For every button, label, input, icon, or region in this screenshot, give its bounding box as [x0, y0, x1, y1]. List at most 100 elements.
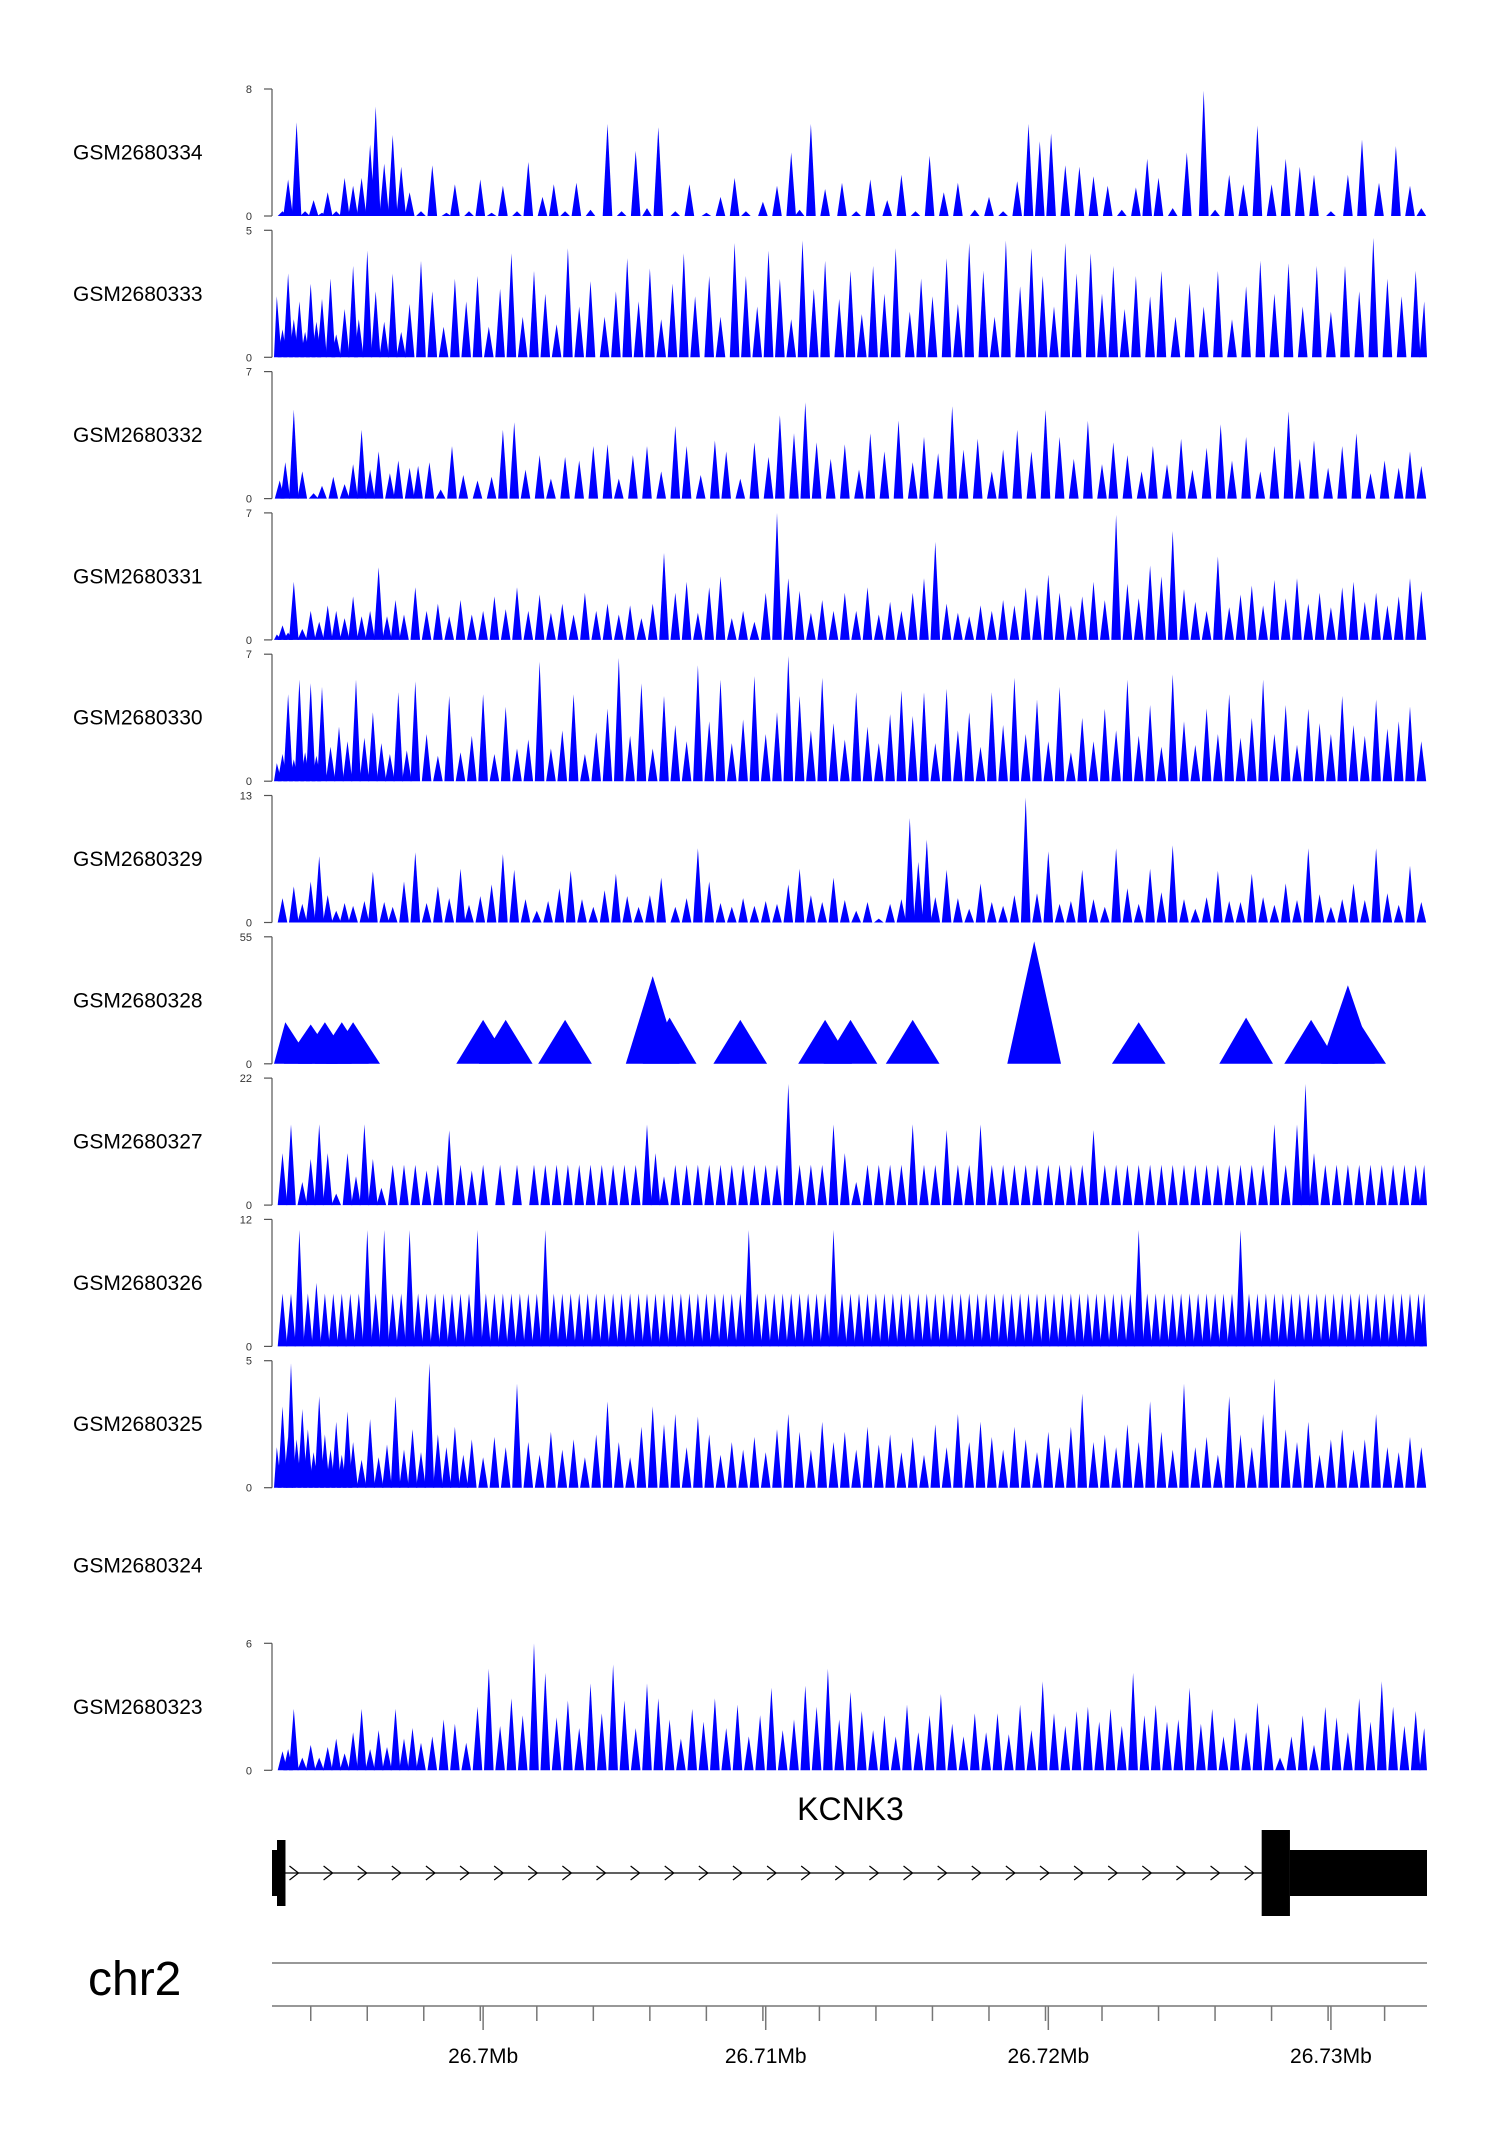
coverage-peak — [1258, 1414, 1268, 1488]
coverage-peak — [1405, 451, 1415, 499]
coverage-peak — [1006, 1293, 1017, 1347]
coverage-peak — [1405, 865, 1415, 923]
coverage-peak — [647, 748, 658, 782]
coverage-peak — [715, 903, 726, 923]
coverage-peak — [1077, 596, 1087, 640]
coverage-peak — [735, 1293, 746, 1347]
coverage-peak — [1125, 1293, 1136, 1347]
coverage-peak — [1286, 1736, 1297, 1771]
coverage-peak — [992, 1713, 1003, 1771]
coverage-peak — [602, 1401, 613, 1488]
coverage-peak — [1201, 610, 1212, 640]
coverage-peak — [1173, 1719, 1184, 1771]
coverage-peak — [783, 884, 794, 923]
coverage-peak — [681, 581, 692, 640]
coverage-peak — [540, 1672, 551, 1771]
coverage-peak — [693, 665, 703, 782]
coverage-peak — [964, 1164, 974, 1206]
coverage-peak — [337, 1293, 347, 1347]
coverage-peak — [399, 1164, 409, 1206]
coverage-peak — [390, 600, 401, 640]
coverage-peak — [1255, 260, 1266, 358]
coverage-peak — [1035, 141, 1045, 216]
coverage-peak — [837, 1293, 847, 1347]
coverage-peak — [498, 1293, 508, 1347]
coverage-peak — [783, 578, 794, 640]
coverage-peak — [1284, 1019, 1338, 1064]
coverage-peak — [297, 471, 308, 499]
strand-arrow — [527, 1865, 539, 1881]
coverage-peak — [308, 200, 319, 216]
coverage-peak — [947, 1293, 957, 1347]
coverage-peak — [630, 1164, 641, 1206]
coverage-peak — [1020, 587, 1031, 640]
coverage-peak — [642, 1683, 652, 1771]
coverage-peak — [450, 1426, 460, 1488]
coverage-peak — [1179, 1383, 1189, 1488]
y-tick-label-max: 55 — [240, 932, 252, 944]
coverage-peak — [794, 590, 805, 640]
coverage-peak — [1269, 580, 1280, 640]
coverage-peak — [828, 1124, 839, 1206]
coverage-peak — [786, 152, 796, 216]
coverage-peak — [1077, 1393, 1087, 1488]
coverage-peak — [1162, 464, 1172, 499]
coverage-peak — [435, 489, 446, 499]
coverage-peak — [1269, 1124, 1280, 1206]
coverage-peak — [1393, 904, 1404, 923]
coverage-peak — [851, 1182, 861, 1206]
coverage-peak — [1258, 897, 1268, 923]
coverage-peak — [348, 265, 358, 358]
coverage-peak — [277, 1293, 288, 1347]
coverage-peak — [1377, 1681, 1387, 1771]
coverage-peak — [351, 1176, 361, 1206]
coverage-peak — [498, 854, 508, 923]
coverage-peak — [1071, 273, 1082, 358]
coverage-peak — [1258, 679, 1268, 782]
coverage-peak — [1371, 1414, 1381, 1488]
track-label: GSM2680324 — [73, 1555, 203, 1578]
coverage-peak — [433, 755, 443, 782]
coverage-peak — [1269, 734, 1280, 782]
coverage-peak — [681, 1164, 692, 1206]
coverage-peak — [1309, 440, 1319, 499]
coverage-peak — [1111, 1022, 1166, 1064]
coverage-peak — [1382, 893, 1393, 923]
coverage-peak — [1057, 1293, 1068, 1347]
coverage-peak — [368, 712, 378, 782]
coverage-peak — [1184, 283, 1195, 358]
coverage-peak — [670, 1164, 681, 1206]
coverage-peak — [922, 839, 932, 923]
coverage-peak — [1088, 176, 1099, 216]
strand-arrow — [869, 1865, 880, 1881]
coverage-peak — [1247, 1164, 1257, 1206]
coverage-peak — [874, 918, 884, 923]
coverage-peak — [529, 1643, 539, 1771]
coverage-peak — [794, 695, 805, 782]
coverage-peak — [597, 1164, 607, 1206]
coverage-peak — [645, 895, 655, 923]
coverage-peak — [1167, 845, 1178, 923]
coverage-peak — [1049, 306, 1059, 358]
coverage-peak — [348, 1442, 358, 1488]
coverage-peak — [871, 1293, 881, 1347]
coverage-peak — [467, 1439, 477, 1488]
coverage-peak — [509, 869, 519, 923]
coverage-peak — [721, 1728, 731, 1771]
coverage-peak — [444, 695, 454, 782]
track-label: GSM2680332 — [73, 424, 203, 447]
coverage-peak — [277, 1406, 288, 1488]
coverage-peak — [1201, 1293, 1212, 1347]
coverage-peak — [574, 1293, 584, 1347]
coverage-peaks — [274, 237, 1427, 358]
coverage-peak — [1343, 1732, 1353, 1771]
coverage-peak — [1074, 1293, 1085, 1347]
coverage-peak — [670, 426, 681, 499]
track-GSM2680324: GSM2680324 — [73, 1555, 203, 1578]
coverage-peak — [650, 1293, 661, 1347]
coverage-peak — [523, 1442, 534, 1488]
coverage-peak — [1100, 1434, 1110, 1488]
coverage-peak — [506, 253, 517, 358]
coverage-peak — [433, 1164, 443, 1206]
coverage-peak — [715, 1164, 726, 1206]
